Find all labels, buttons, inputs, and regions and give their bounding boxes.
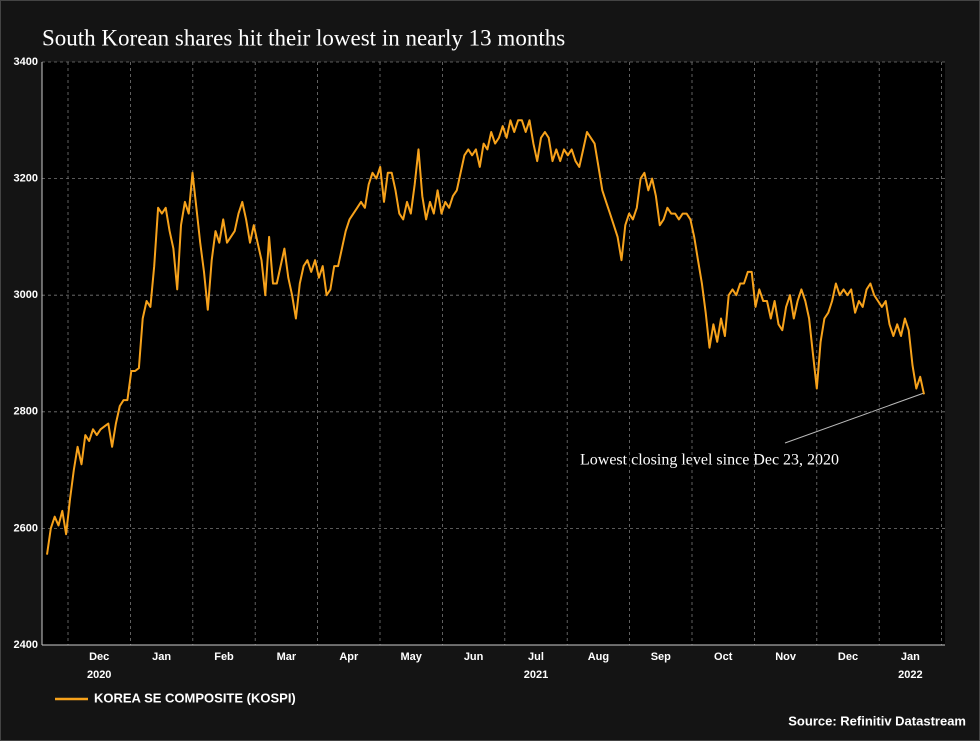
x-tick-label: Jun — [464, 651, 484, 663]
x-tick-label: Apr — [339, 651, 359, 663]
y-tick-label: 3200 — [14, 173, 38, 185]
y-tick-label: 2600 — [14, 522, 38, 534]
legend-label: KOREA SE COMPOSITE (KOSPI) — [94, 690, 296, 705]
x-year-label: 2022 — [898, 669, 922, 681]
x-year-label: 2020 — [87, 669, 111, 681]
x-tick-label: Sep — [651, 651, 671, 663]
annotation: Lowest closing level since Dec 23, 2020 — [580, 452, 839, 469]
x-year-label: 2021 — [524, 669, 548, 681]
x-tick-label: Feb — [214, 651, 234, 663]
x-tick-label: Oct — [714, 651, 733, 663]
y-tick-label: 2400 — [14, 639, 38, 651]
source: Source: Refinitiv Datastream — [788, 713, 966, 728]
x-tick-label: Jul — [528, 651, 544, 663]
x-tick-label: Nov — [775, 651, 797, 663]
y-tick-label: 2800 — [14, 406, 38, 418]
x-tick-label: Dec — [838, 651, 858, 663]
kospi-line — [46, 119, 925, 555]
x-tick-label: Jan — [152, 651, 171, 663]
x-tick-label: May — [400, 651, 422, 663]
chart-title: South Korean shares hit their lowest in … — [42, 25, 565, 50]
x-tick-label: Aug — [588, 651, 609, 663]
x-tick-label: Jan — [901, 651, 920, 663]
annotation-line — [784, 392, 925, 444]
x-tick-label: Dec — [89, 651, 109, 663]
plot-area — [42, 62, 945, 645]
y-tick-label: 3400 — [14, 56, 38, 68]
y-tick-label: 3000 — [14, 289, 38, 301]
x-tick-label: Mar — [277, 651, 297, 663]
